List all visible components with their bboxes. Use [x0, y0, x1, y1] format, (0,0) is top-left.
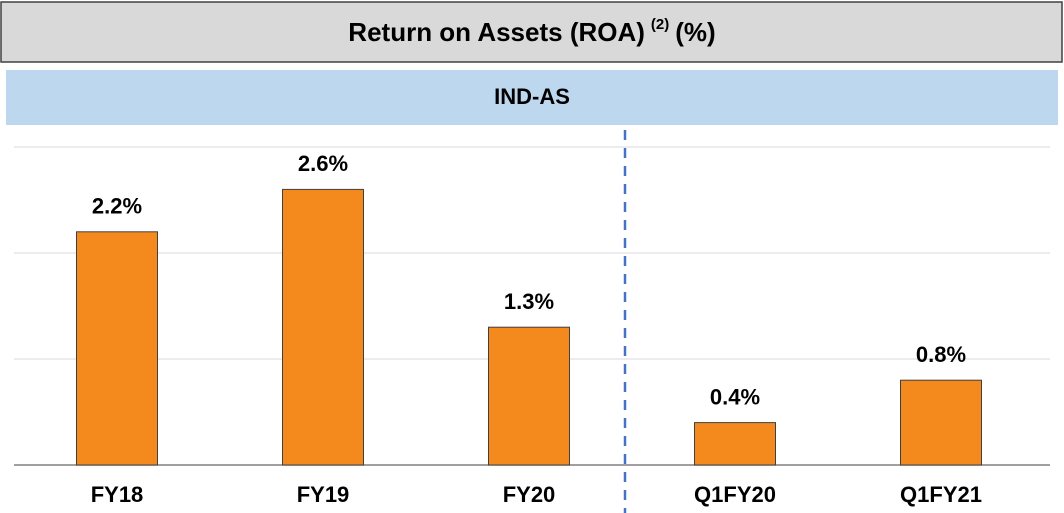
- title-main: Return on Assets (ROA): [348, 17, 645, 47]
- bar: [76, 231, 158, 466]
- bar: [488, 326, 570, 466]
- bar: [282, 188, 364, 466]
- x-tick-label: Q1FY20: [694, 482, 776, 507]
- value-label: 1.3%: [504, 289, 554, 314]
- x-tick-label: FY18: [91, 482, 144, 507]
- x-tick-label: Q1FY21: [900, 482, 982, 507]
- chart-title: Return on Assets (ROA) (2) (%): [348, 16, 715, 47]
- bars: [76, 188, 982, 466]
- value-label: 2.2%: [92, 194, 142, 219]
- title-unit: (%): [675, 17, 715, 47]
- subtitle-band: [6, 70, 1058, 125]
- value-label: 0.8%: [916, 342, 966, 367]
- x-tick-label: FY19: [297, 482, 350, 507]
- value-label: 0.4%: [710, 384, 760, 409]
- bar: [694, 422, 776, 466]
- x-tick-label: FY20: [503, 482, 556, 507]
- title-note: (2): [651, 16, 669, 33]
- value-label: 2.6%: [298, 151, 348, 176]
- title-box: [0, 1, 1063, 63]
- subtitle: IND-AS: [494, 84, 570, 109]
- bar: [900, 379, 982, 466]
